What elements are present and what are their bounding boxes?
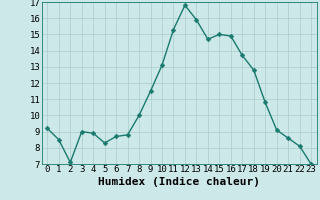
- X-axis label: Humidex (Indice chaleur): Humidex (Indice chaleur): [98, 177, 260, 187]
